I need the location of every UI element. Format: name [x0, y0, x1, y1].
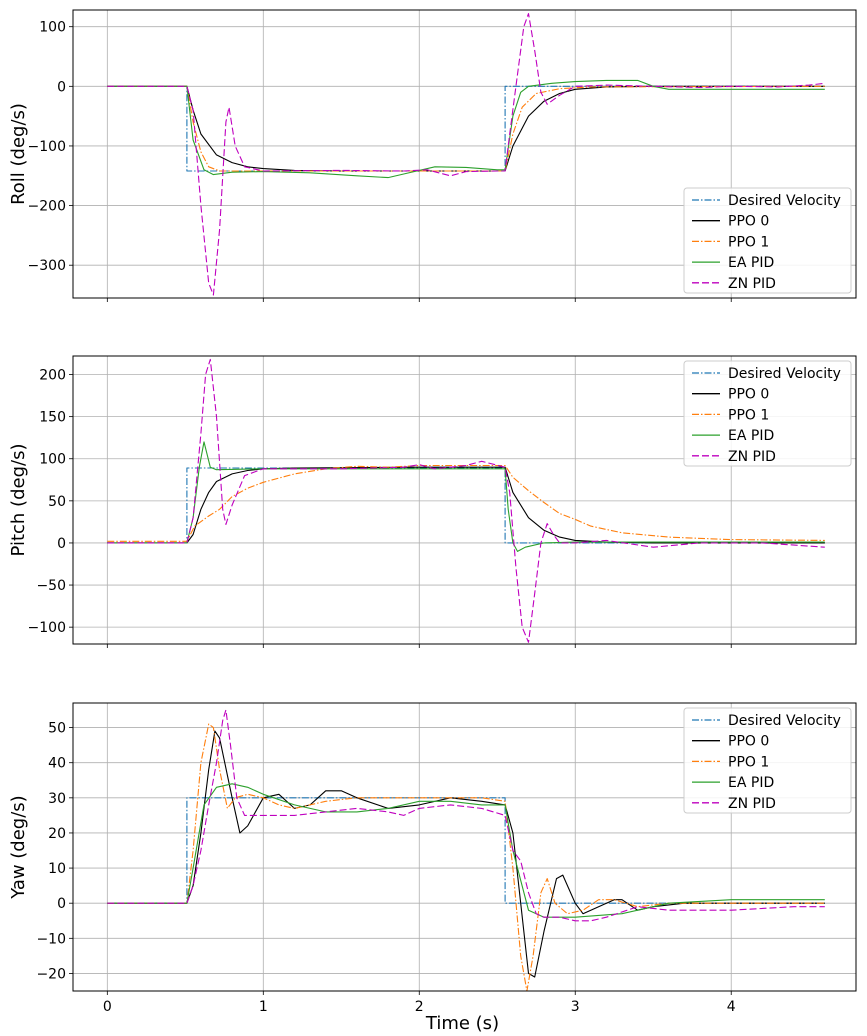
y-tick-label: 150 [39, 410, 66, 426]
series-line-desired-velocity [107, 85, 825, 172]
y-tick-label: 0 [57, 536, 66, 552]
legend-label: PPO 1 [728, 754, 769, 770]
legend-label: PPO 1 [728, 234, 769, 250]
legend-label: PPO 0 [728, 387, 769, 403]
series-line-zn-pid [107, 358, 825, 643]
legend-label: Desired Velocity [728, 366, 841, 382]
series-line-ppo-1 [107, 464, 825, 542]
series-group [107, 358, 825, 643]
y-tick-label: −10 [36, 931, 66, 947]
series-line-ppo-1 [107, 723, 825, 991]
y-tick-label: −50 [36, 578, 66, 594]
legend-label: PPO 0 [728, 214, 769, 230]
series-line-ea-pid [107, 783, 825, 918]
y-tick-label: 50 [48, 494, 66, 510]
x-tick-label: 4 [727, 999, 736, 1015]
series-line-ppo-0 [107, 466, 825, 544]
legend-label: PPO 1 [728, 407, 769, 423]
y-tick-label: 0 [57, 896, 66, 912]
y-axis-label: Pitch (deg/s) [8, 444, 29, 557]
x-tick-label: 3 [571, 999, 580, 1015]
y-axis-label: Roll (deg/s) [8, 103, 29, 205]
y-tick-label: 200 [39, 368, 66, 384]
series-group [107, 13, 825, 296]
x-tick-label: 0 [103, 999, 112, 1015]
legend-label: ZN PID [728, 796, 776, 812]
axes-frame [72, 9, 857, 299]
series-line-desired-velocity [107, 467, 825, 544]
axes-frame [72, 702, 857, 992]
series-line-ea-pid [107, 79, 825, 179]
series-line-ppo-1 [107, 85, 825, 172]
y-tick-label: 40 [48, 756, 66, 772]
y-tick-label: −300 [28, 258, 66, 274]
series-group [107, 709, 825, 991]
legend: Desired Velocity PPO 0 PPO 1 EA PID ZN PID [683, 360, 852, 467]
y-tick-label: −200 [28, 199, 66, 215]
y-axis-label: Yaw (deg/s) [8, 795, 29, 899]
series-line-zn-pid [107, 13, 825, 296]
x-tick-label: 2 [415, 999, 424, 1015]
legend-label: EA PID [728, 775, 774, 791]
series-line-desired-velocity [107, 797, 825, 904]
panel-3: 0 1 2 3 4 50 40 30 20 10 0 −10 −20 Yaw (deg/s) Time (s… [8, 702, 857, 1034]
y-tick-label: 100 [39, 452, 66, 468]
axes-frame [72, 355, 857, 645]
legend-label: ZN PID [728, 276, 776, 292]
y-tick-label: −20 [36, 966, 66, 982]
series-line-zn-pid [107, 709, 825, 922]
y-tick-label: 0 [57, 79, 66, 95]
legend-label: ZN PID [728, 449, 776, 465]
y-tick-label: 10 [48, 861, 66, 877]
legend-label: Desired Velocity [728, 193, 841, 209]
legend: Desired Velocity PPO 0 PPO 1 EA PID ZN PID [683, 707, 852, 814]
y-tick-label: −100 [28, 139, 66, 155]
legend-box [683, 707, 852, 814]
y-tick-label: 100 [39, 20, 66, 36]
y-tick-label: 50 [48, 721, 66, 737]
legend-box [683, 187, 852, 294]
y-tick-label: 30 [48, 791, 66, 807]
x-axis-label: Time (s) [425, 1013, 499, 1034]
legend-label: EA PID [728, 428, 774, 444]
legend-label: Desired Velocity [728, 713, 841, 729]
y-tick-label: 20 [48, 826, 66, 842]
panel-1: 100 0 −100 −200 −300 Roll (deg/s) Desired Velo… [8, 9, 857, 302]
panel-2: 200 150 100 50 0 −50 −100 Pitch (deg/s) Desired … [8, 355, 857, 648]
series-line-ppo-0 [107, 85, 825, 172]
y-tick-label: −100 [28, 620, 66, 636]
x-tick-label: 1 [259, 999, 268, 1015]
legend-box [683, 360, 852, 467]
legend-label: EA PID [728, 255, 774, 271]
legend: Desired Velocity PPO 0 PPO 1 EA PID ZN PID [683, 187, 852, 294]
legend-label: PPO 0 [728, 734, 769, 750]
